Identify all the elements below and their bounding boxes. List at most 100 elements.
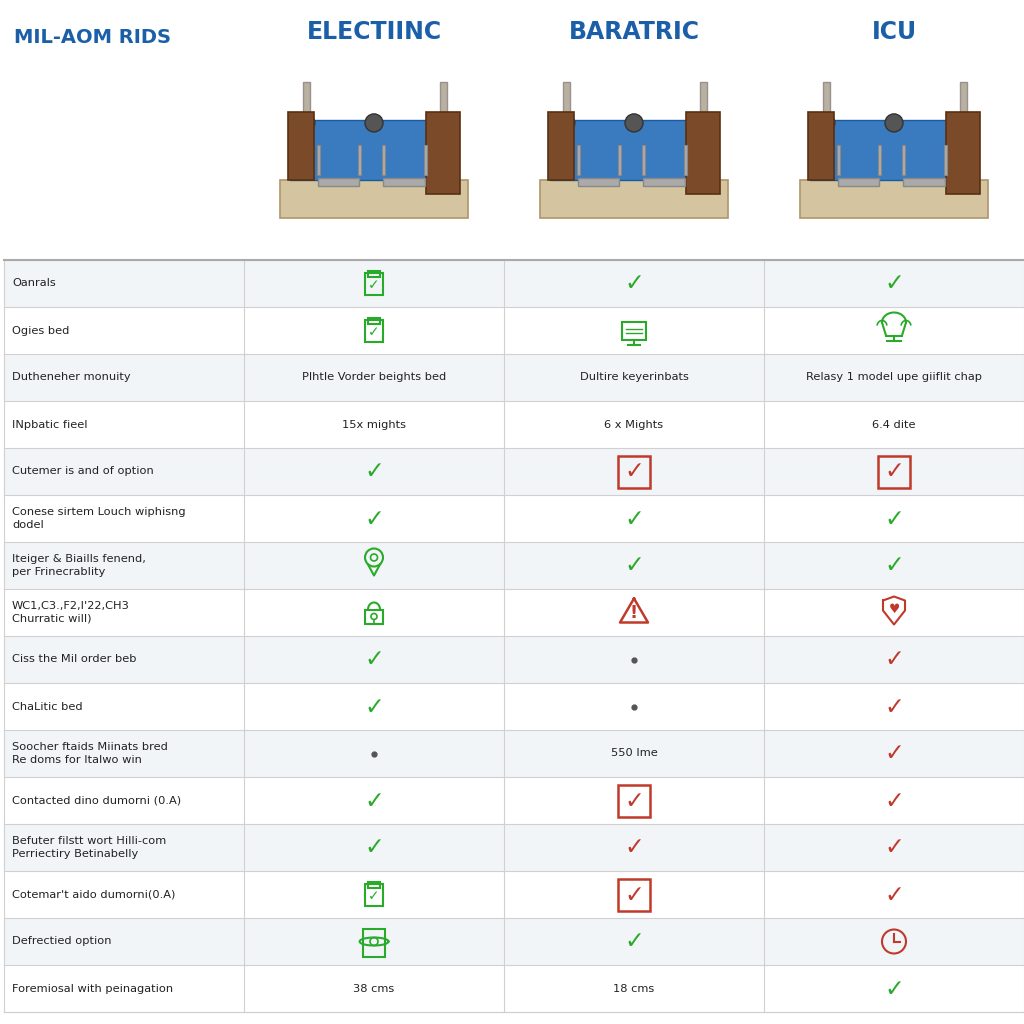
Text: !: ! bbox=[630, 604, 638, 623]
Circle shape bbox=[433, 114, 452, 132]
Bar bbox=[618, 784, 650, 816]
Text: Cutemer is and of option: Cutemer is and of option bbox=[12, 467, 154, 476]
Text: ✓: ✓ bbox=[365, 788, 384, 812]
Text: 38 cms: 38 cms bbox=[353, 983, 394, 993]
Text: ✓: ✓ bbox=[624, 507, 644, 530]
Bar bbox=[368, 270, 380, 276]
Bar bbox=[618, 456, 650, 487]
Bar bbox=[902, 144, 905, 175]
Text: WC1,C3.,F2,I'22,CH3
Churratic will): WC1,C3.,F2,I'22,CH3 Churratic will) bbox=[12, 601, 130, 624]
Text: Plhtle Vorder beights bed: Plhtle Vorder beights bed bbox=[302, 373, 446, 383]
Text: ✓: ✓ bbox=[365, 460, 384, 483]
Text: ✓: ✓ bbox=[884, 741, 904, 766]
Bar bbox=[684, 144, 686, 175]
Bar bbox=[578, 178, 620, 186]
Text: Befuter filstt wort Hilli-com
Perriectiry Betinabelly: Befuter filstt wort Hilli-com Perriectir… bbox=[12, 837, 166, 859]
Bar bbox=[686, 112, 720, 194]
Text: ✓: ✓ bbox=[624, 460, 644, 483]
Text: Defrectied option: Defrectied option bbox=[12, 937, 112, 946]
Circle shape bbox=[693, 114, 712, 132]
Bar bbox=[618, 879, 650, 910]
Text: ✓: ✓ bbox=[624, 930, 644, 953]
Text: ✓: ✓ bbox=[884, 788, 904, 812]
Text: ✓: ✓ bbox=[624, 271, 644, 296]
Text: ✓: ✓ bbox=[369, 279, 380, 293]
Bar bbox=[548, 112, 574, 180]
Bar bbox=[4, 636, 1024, 683]
Text: Oanrals: Oanrals bbox=[12, 279, 55, 289]
Text: Cotemar't aido dumorni(0.A): Cotemar't aido dumorni(0.A) bbox=[12, 890, 175, 899]
Bar bbox=[837, 144, 840, 175]
Bar bbox=[424, 144, 427, 175]
Circle shape bbox=[953, 114, 972, 132]
Bar bbox=[382, 144, 385, 175]
Bar bbox=[281, 180, 468, 218]
Text: 6.4 dite: 6.4 dite bbox=[872, 420, 915, 429]
Bar bbox=[943, 144, 946, 175]
Text: 6 x Mights: 6 x Mights bbox=[604, 420, 664, 429]
Text: ✓: ✓ bbox=[624, 554, 644, 578]
Bar bbox=[959, 82, 967, 120]
Bar bbox=[368, 882, 380, 888]
Bar bbox=[4, 307, 1024, 354]
Bar bbox=[365, 319, 383, 341]
Text: Ciss the Mil order beb: Ciss the Mil order beb bbox=[12, 654, 136, 665]
Bar bbox=[4, 495, 1024, 542]
Text: ✓: ✓ bbox=[369, 326, 380, 340]
Circle shape bbox=[557, 114, 574, 132]
Bar bbox=[878, 144, 881, 175]
Bar bbox=[4, 824, 1024, 871]
Bar bbox=[365, 884, 383, 905]
Bar bbox=[4, 871, 1024, 918]
Text: Foremiosal with peinagation: Foremiosal with peinagation bbox=[12, 983, 173, 993]
Bar bbox=[699, 82, 707, 120]
Text: BARATRIC: BARATRIC bbox=[568, 20, 699, 44]
Text: Dutheneher monuity: Dutheneher monuity bbox=[12, 373, 131, 383]
Text: MIL-AOM RIDS: MIL-AOM RIDS bbox=[14, 28, 171, 47]
Text: ICU: ICU bbox=[871, 20, 916, 44]
Bar bbox=[4, 683, 1024, 730]
Bar bbox=[550, 120, 718, 180]
Bar bbox=[4, 354, 1024, 401]
Text: ♥: ♥ bbox=[889, 603, 900, 616]
Bar bbox=[642, 144, 645, 175]
Bar bbox=[317, 178, 359, 186]
Text: ✓: ✓ bbox=[624, 883, 644, 906]
Text: Relasy 1 model upe giiflit chap: Relasy 1 model upe giiflit chap bbox=[806, 373, 982, 383]
Bar bbox=[4, 542, 1024, 589]
Bar bbox=[362, 929, 385, 956]
Text: ✓: ✓ bbox=[884, 836, 904, 859]
Circle shape bbox=[365, 114, 383, 132]
Bar bbox=[383, 178, 425, 186]
Text: ✓: ✓ bbox=[884, 694, 904, 719]
Bar bbox=[878, 456, 910, 487]
Text: INpbatic fieel: INpbatic fieel bbox=[12, 420, 87, 429]
Text: 15x mights: 15x mights bbox=[342, 420, 406, 429]
Bar bbox=[4, 449, 1024, 495]
Text: Soocher ftaids Miinats bred
Re doms for Italwo win: Soocher ftaids Miinats bred Re doms for … bbox=[12, 742, 168, 765]
Text: ✓: ✓ bbox=[884, 977, 904, 1000]
Bar bbox=[4, 260, 1024, 307]
Circle shape bbox=[297, 114, 314, 132]
Text: ✓: ✓ bbox=[884, 647, 904, 672]
Bar bbox=[577, 144, 580, 175]
Bar bbox=[4, 0, 1024, 260]
Text: ✓: ✓ bbox=[884, 554, 904, 578]
Text: ✓: ✓ bbox=[884, 507, 904, 530]
Bar bbox=[808, 112, 835, 180]
Text: ELECTIINC: ELECTIINC bbox=[306, 20, 441, 44]
Bar bbox=[541, 180, 728, 218]
Bar bbox=[358, 144, 361, 175]
Bar bbox=[426, 112, 460, 194]
Bar bbox=[946, 112, 980, 194]
Bar bbox=[4, 777, 1024, 824]
Bar bbox=[903, 178, 944, 186]
Bar bbox=[290, 120, 459, 180]
Text: ✓: ✓ bbox=[365, 507, 384, 530]
Bar bbox=[643, 178, 684, 186]
Text: Dultire keyerinbats: Dultire keyerinbats bbox=[580, 373, 688, 383]
Text: ✓: ✓ bbox=[624, 836, 644, 859]
Bar bbox=[4, 918, 1024, 965]
Bar bbox=[838, 178, 879, 186]
Bar bbox=[563, 82, 570, 120]
